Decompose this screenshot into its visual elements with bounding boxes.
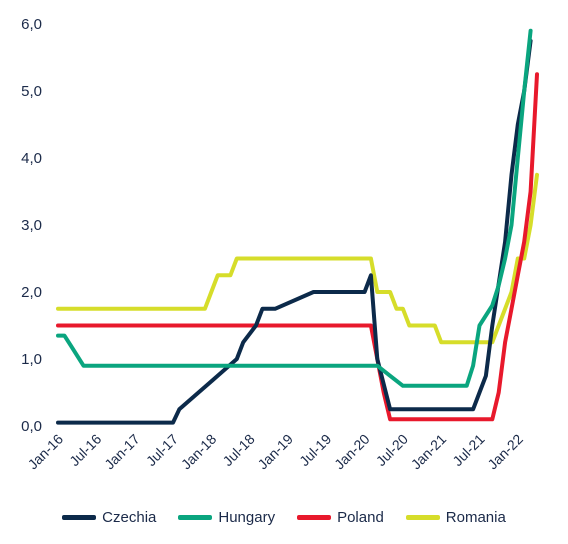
x-tick-label: Jan-22 [484,431,526,473]
x-tick-label: Jul-20 [373,431,411,469]
series-line-hungary [56,28,533,388]
legend-swatch-romania [405,514,440,520]
y-tick-label: 3,0 [21,217,42,234]
x-tick-label: Jan-16 [25,431,67,473]
legend-label-czechia: Czechia [102,508,157,526]
legend-label-hungary: Hungary [218,508,276,526]
legend-item-hungary: Hungary [178,509,275,526]
x-tick-label: Jan-21 [408,431,450,473]
y-tick-label: 0,0 [21,418,42,435]
legend-label-poland: Poland [337,508,384,526]
legend-item-poland: Poland [297,509,384,526]
x-tick-label: Jan-20 [331,431,373,473]
legend-item-romania: Romania [405,508,506,526]
y-tick-label: 6,0 [21,16,42,33]
legend: Czechia Hungary Poland Romania [0,505,568,529]
legend-swatch-hungary [178,514,213,520]
x-tick-label: Jul-17 [143,431,181,469]
legend-swatch-czechia [62,514,97,520]
series-line-czechia [56,38,533,425]
x-tick-label: Jan-19 [254,431,296,473]
y-tick-label: 5,0 [21,83,42,100]
series-layer [56,28,539,425]
legend-swatch-poland [297,514,332,520]
x-tick-label: Jul-18 [219,431,257,469]
x-tick-label: Jul-21 [449,431,487,469]
x-tick-label: Jan-18 [178,431,220,473]
y-tick-label: 1,0 [21,351,42,368]
x-tick-label: Jan-17 [101,431,143,473]
y-tick-label: 4,0 [21,150,42,167]
y-tick-label: 2,0 [21,284,42,301]
legend-item-czechia: Czechia [62,509,156,526]
x-tick-label: Jul-16 [66,431,104,469]
line-chart: 0,0 1,0 2,0 3,0 4,0 5,0 6,0 Jan-16 Jul-16Jan-17… [21,16,539,473]
series-line-romania [56,172,539,345]
y-axis: 0,0 1,0 2,0 3,0 4,0 5,0 6,0 [21,16,42,435]
legend-label-romania: Romania [445,508,506,526]
x-tick-label: Jul-19 [296,431,334,469]
